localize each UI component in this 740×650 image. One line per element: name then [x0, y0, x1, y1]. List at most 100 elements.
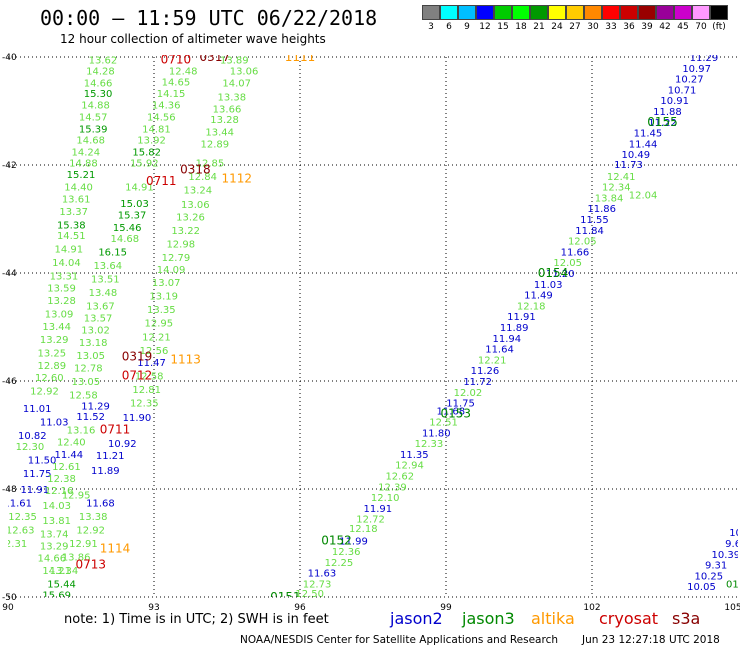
wave-height-label: 11.89	[91, 466, 120, 477]
wave-height-label: 15.82	[132, 148, 161, 159]
wave-height-label: 13.81	[42, 516, 71, 527]
wave-height-label: 13.06	[230, 67, 259, 78]
wave-height-label: 12.35	[8, 512, 37, 523]
wave-height-label: 14.65	[162, 77, 191, 88]
color-scale-label: 15	[497, 22, 509, 32]
color-swatch	[476, 5, 494, 20]
wave-height-label: 14.56	[147, 112, 176, 123]
color-scale-label: 42	[659, 22, 671, 32]
wave-height-label: 11.22	[648, 118, 677, 129]
wave-height-label: 12.78	[74, 364, 103, 375]
wave-height-label: 12.33	[415, 439, 444, 450]
wave-height-label: 11.86	[587, 204, 616, 215]
color-swatch	[584, 5, 602, 20]
color-swatch	[638, 5, 656, 20]
wave-height-label: 12.62	[385, 472, 414, 483]
wave-height-label: 11.99	[339, 536, 368, 547]
wave-height-label: 11.73	[614, 160, 643, 171]
footer-note: note: 1) Time is in UTC; 2) SWH is in fe…	[64, 612, 329, 627]
wave-height-label: 11.68	[86, 499, 115, 510]
pass-id-label: 0711	[100, 423, 131, 437]
wave-height-label: 10.82	[18, 431, 47, 442]
wave-height-label: 11.80	[422, 428, 451, 439]
wave-height-label: 11.03	[40, 418, 69, 429]
color-scale-label: 3	[428, 22, 434, 32]
wave-height-label: 15.21	[67, 170, 96, 181]
wave-height-label: 15.37	[118, 211, 147, 222]
wave-height-label: 13.38	[218, 92, 247, 103]
wave-height-label: 11.44	[55, 450, 84, 461]
wave-height-label: 13.28	[210, 115, 239, 126]
wave-height-label: 14.81	[142, 124, 171, 135]
wave-height-label: 13.22	[171, 226, 200, 237]
color-scale-label: 33	[605, 22, 617, 32]
wave-height-label: 11.68	[437, 407, 466, 418]
wave-height-label: 13.62	[89, 56, 118, 67]
pass-id-label: 0711	[146, 174, 177, 188]
color-scale-label: 21	[533, 22, 545, 32]
wave-height-label: 11.55	[580, 215, 609, 226]
wave-height-label: 12.34	[602, 183, 631, 194]
wave-height-label: 13.09	[45, 310, 74, 321]
wave-height-label: 12.36	[332, 547, 361, 558]
y-tick-label: -46	[2, 377, 17, 387]
color-swatch	[674, 5, 692, 20]
wave-height-label: 10.97	[682, 64, 711, 75]
color-scale-label: 6	[446, 22, 452, 32]
wave-height-label: 11.01	[23, 404, 52, 415]
wave-height-label: 13.92	[137, 136, 166, 147]
wave-height-label: 14.57	[79, 112, 108, 123]
color-swatch	[656, 5, 674, 20]
wave-height-label: 11.63	[308, 569, 337, 580]
x-tick-label: 99	[440, 603, 452, 613]
pass-id-label: 0153	[440, 406, 471, 420]
pass-id-label: 0319	[122, 350, 153, 364]
wave-height-label: 15.46	[113, 223, 142, 234]
wave-height-label: 11.49	[524, 291, 553, 302]
wave-height-label: 14.03	[42, 501, 71, 512]
pass-id-label: 0151	[270, 590, 301, 604]
pass-id-label: 0152	[321, 533, 352, 547]
color-swatch	[422, 5, 440, 20]
wave-height-label: 12.92	[30, 387, 59, 398]
wave-height-label: 11.75	[446, 399, 475, 410]
pass-id-label: 1112	[221, 172, 252, 186]
wave-height-label: 12.25	[325, 558, 354, 569]
wave-height-label: 12.98	[166, 239, 195, 250]
color-swatch	[530, 5, 548, 20]
wave-height-label: 11.75	[23, 469, 52, 480]
wave-height-label: 13.74	[40, 529, 69, 540]
wave-height-label: 13.89	[220, 56, 249, 67]
color-scale-label: 12	[479, 22, 491, 32]
pass-id-label: 0710	[161, 53, 192, 67]
pass-id-label: 1114	[100, 541, 131, 555]
color-scale-label: 39	[641, 22, 653, 32]
wave-height-label: 13.44	[42, 322, 71, 333]
wave-height-label: 14.88	[81, 101, 110, 112]
wave-height-label: 11.90	[123, 413, 152, 424]
wave-height-label: 14.04	[52, 258, 81, 269]
x-tick-label: 102	[583, 603, 600, 613]
wave-height-label: 11.20	[546, 269, 575, 280]
wave-height-label: 11.91	[507, 312, 536, 323]
wave-height-label: 12.10	[371, 493, 400, 504]
wave-height-label: 11.29	[81, 401, 110, 412]
color-scale-label: (ft)	[712, 22, 726, 32]
wave-height-label: 12.58	[69, 391, 98, 402]
wave-height-label: 15.44	[47, 580, 76, 591]
color-swatch	[440, 5, 458, 20]
wave-height-label: 13.35	[147, 305, 176, 316]
wave-height-label: 12.18	[349, 524, 378, 535]
color-scale-label: 36	[623, 22, 635, 32]
wave-height-label: 13.31	[50, 272, 79, 283]
pass-id-label: 0318	[180, 162, 211, 176]
color-swatch	[710, 5, 728, 20]
wave-height-label: 12.30	[16, 442, 45, 453]
wave-height-label: 15.92	[130, 158, 159, 169]
wave-height-label: 11.21	[96, 451, 125, 462]
wave-height-label: 13.24	[183, 185, 212, 196]
wave-height-label: 12.89	[201, 139, 230, 150]
wave-height-label: 15.30	[84, 89, 113, 100]
wave-height-label: 13.38	[79, 512, 108, 523]
